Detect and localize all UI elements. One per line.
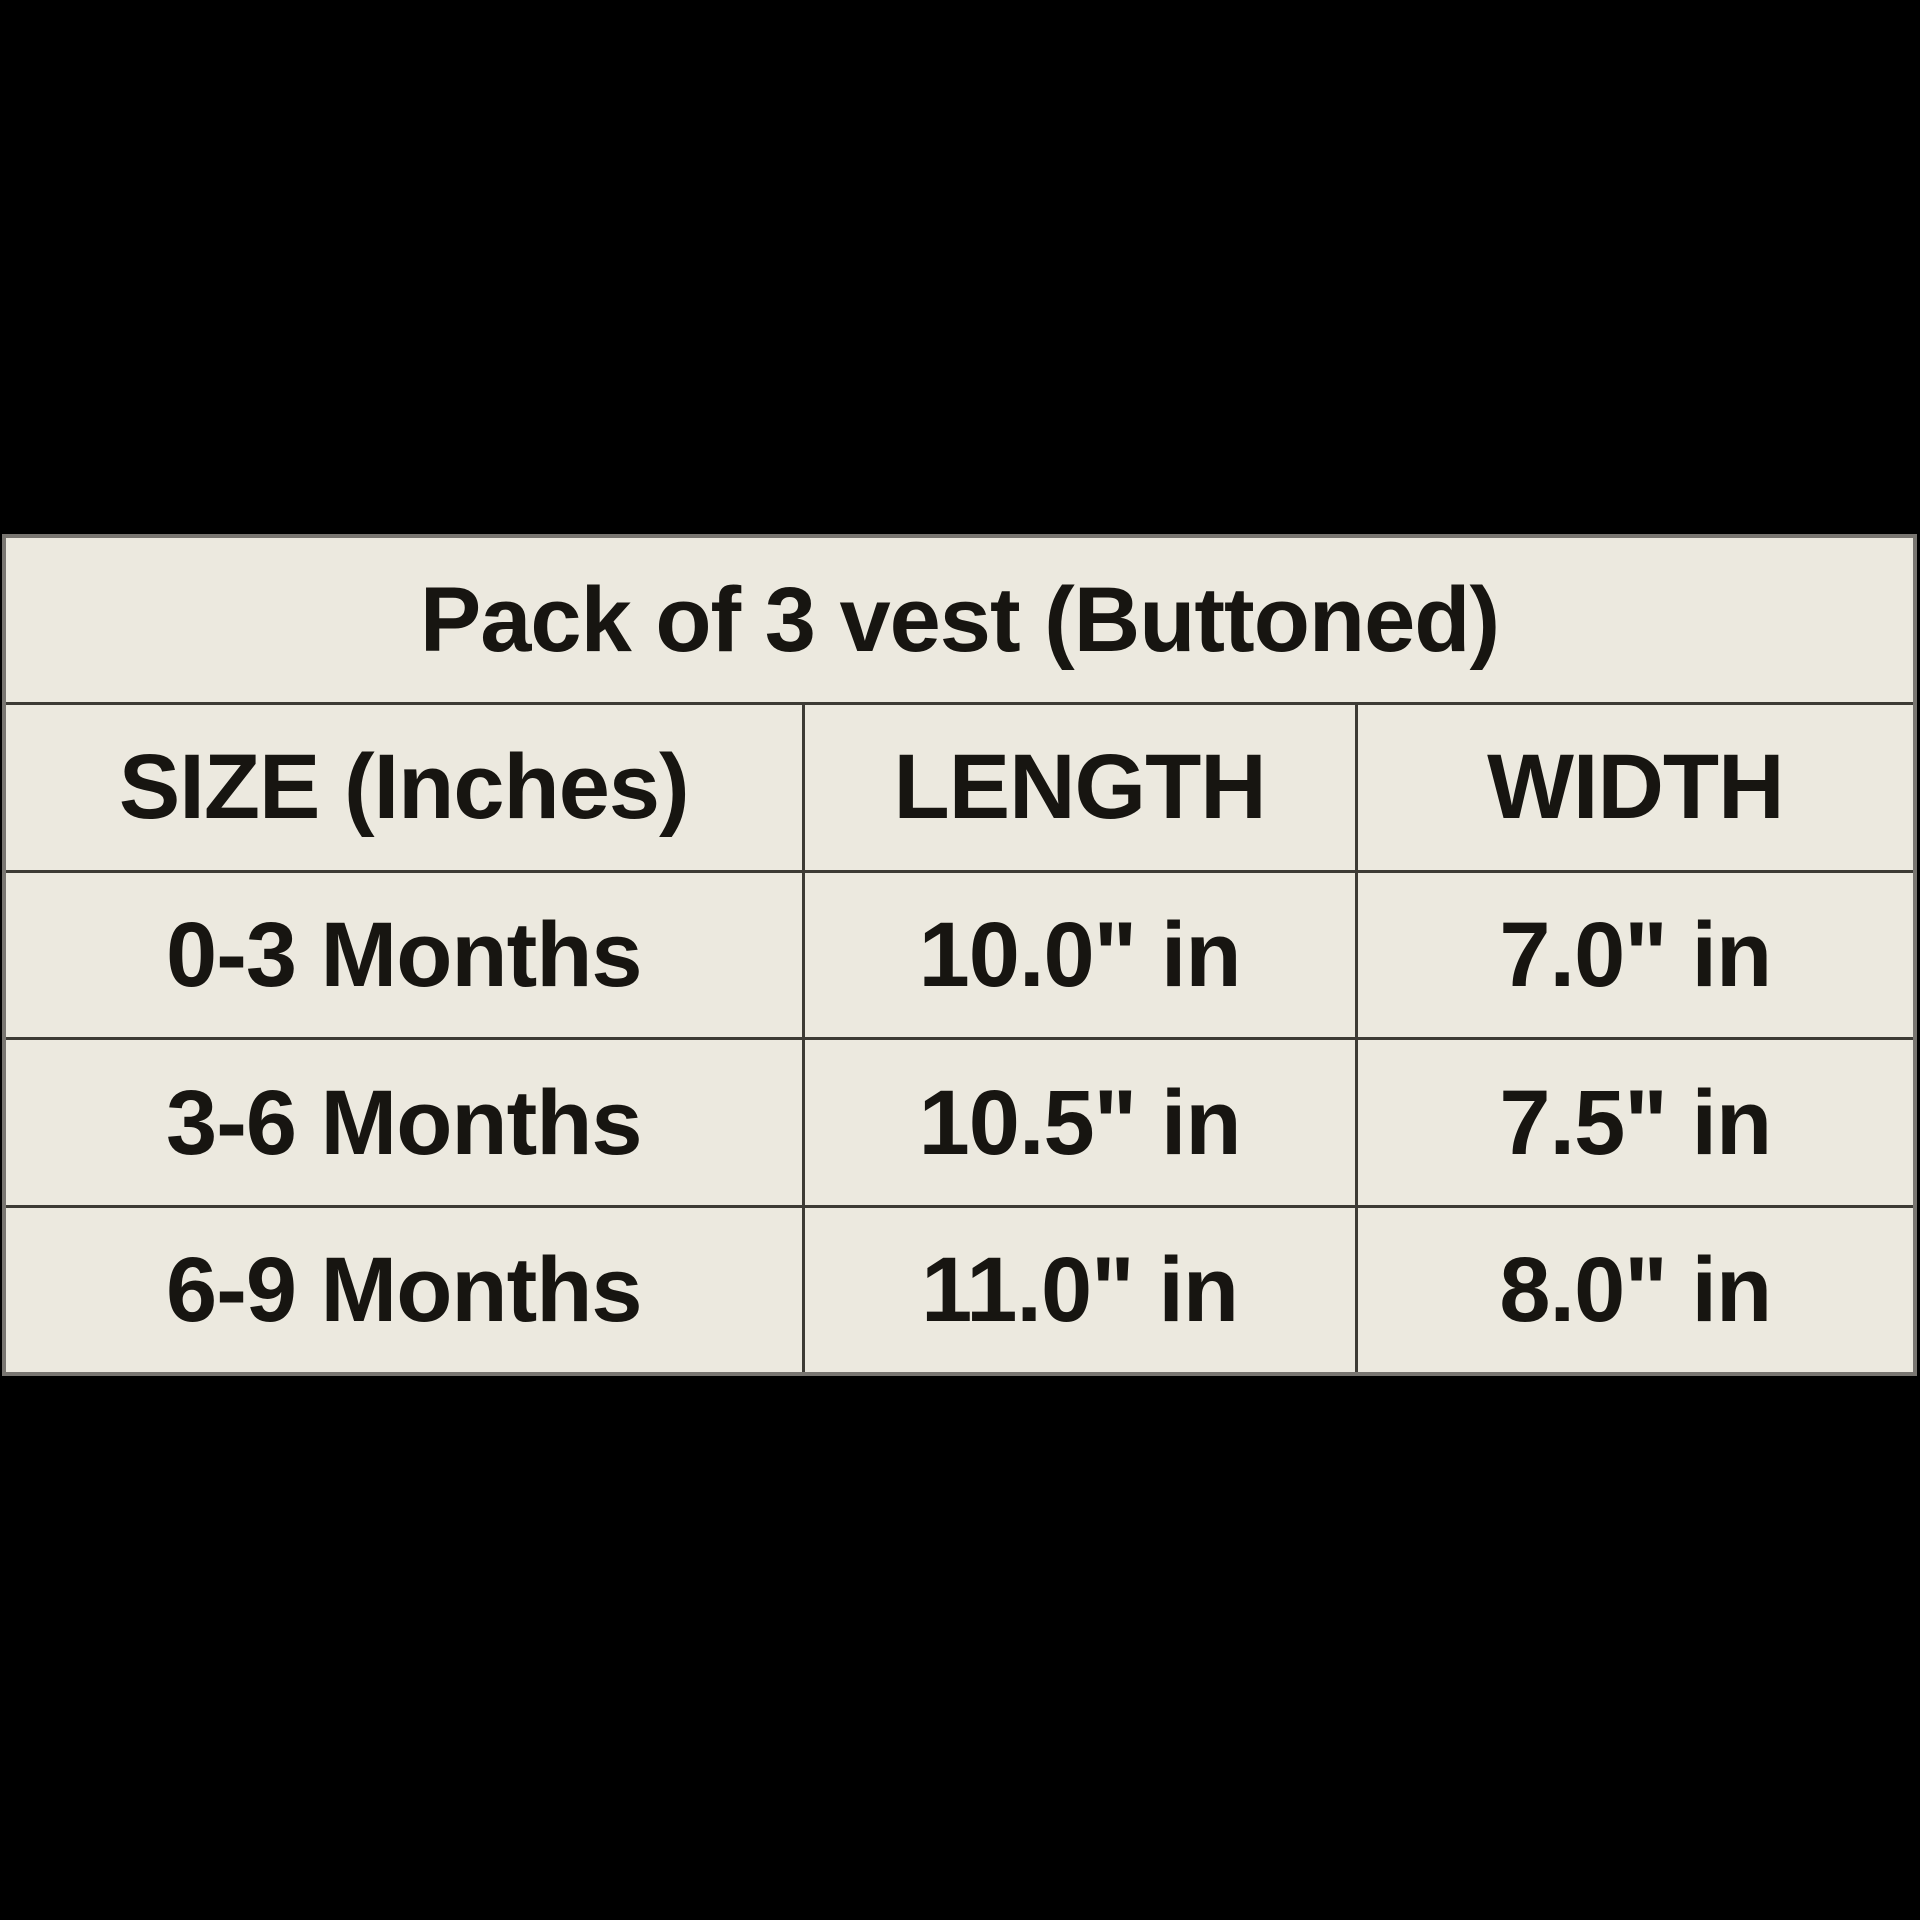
header-row: SIZE (Inches) LENGTH WIDTH bbox=[6, 701, 1913, 873]
length-cell: 10.0" in bbox=[801, 869, 1358, 1041]
size-cell: 6-9 Months bbox=[6, 1205, 805, 1372]
length-cell: 11.0" in bbox=[801, 1205, 1358, 1372]
table-row: 6-9 Months 11.0" in 8.0" in bbox=[6, 1205, 1913, 1372]
size-chart-table-container: Pack of 3 vest (Buttoned) SIZE (Inches) … bbox=[2, 534, 1917, 1376]
title-row: Pack of 3 vest (Buttoned) bbox=[6, 538, 1913, 705]
table-row: 3-6 Months 10.5" in 7.5" in bbox=[6, 1037, 1913, 1209]
column-header-size: SIZE (Inches) bbox=[6, 701, 805, 873]
table-title: Pack of 3 vest (Buttoned) bbox=[6, 538, 1913, 705]
column-header-width: WIDTH bbox=[1354, 701, 1913, 873]
column-header-length: LENGTH bbox=[801, 701, 1358, 873]
width-cell: 7.0" in bbox=[1354, 869, 1913, 1041]
length-cell: 10.5" in bbox=[801, 1037, 1358, 1209]
table-row: 0-3 Months 10.0" in 7.0" in bbox=[6, 869, 1913, 1041]
size-cell: 0-3 Months bbox=[6, 869, 805, 1041]
width-cell: 7.5" in bbox=[1354, 1037, 1913, 1209]
width-cell: 8.0" in bbox=[1354, 1205, 1913, 1372]
size-chart-table: Pack of 3 vest (Buttoned) SIZE (Inches) … bbox=[6, 538, 1913, 1372]
size-cell: 3-6 Months bbox=[6, 1037, 805, 1209]
